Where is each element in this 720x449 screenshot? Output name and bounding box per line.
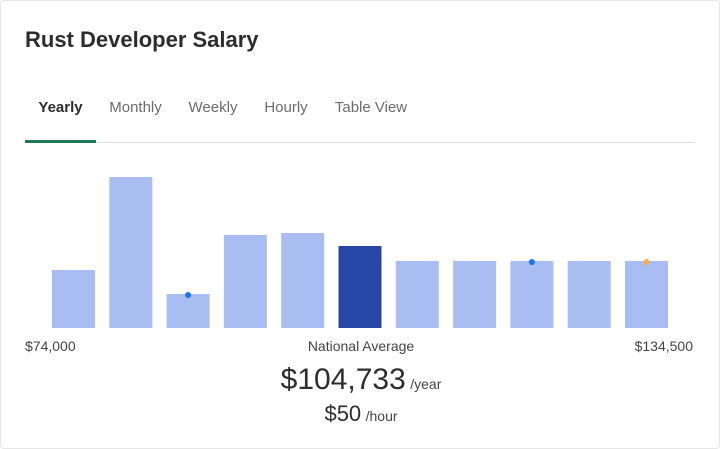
tab-hourly[interactable]: Hourly — [264, 99, 308, 116]
tab-table-view[interactable]: Table View — [334, 99, 408, 116]
tab-yearly[interactable]: Yearly — [25, 89, 96, 143]
national-average-label: National Average — [307, 338, 415, 354]
tab-weekly[interactable]: Weekly — [188, 99, 238, 116]
hourly-unit: /hour — [365, 408, 398, 424]
salary-histogram — [52, 177, 668, 328]
marker-dot-icon — [185, 292, 192, 298]
histogram-bar[interactable] — [281, 233, 325, 328]
yearly-amount: $104,733 — [280, 363, 406, 396]
histogram-bar[interactable] — [52, 270, 95, 328]
histogram-bar[interactable] — [223, 235, 267, 328]
histogram-bar[interactable] — [109, 177, 153, 328]
marker-dot-icon — [528, 259, 535, 265]
hourly-amount: $50 — [324, 401, 362, 426]
yearly-salary: $104,733 /year — [1, 363, 720, 397]
histogram-bar[interactable] — [510, 261, 554, 328]
histogram-bar[interactable] — [625, 261, 668, 328]
hourly-salary: $50 /hour — [1, 401, 720, 427]
histogram-bar[interactable] — [395, 261, 439, 328]
x-min-label: $74,000 — [25, 338, 76, 354]
yearly-unit: /year — [410, 376, 442, 392]
histogram-bar[interactable] — [166, 294, 210, 328]
histogram-bar[interactable] — [453, 261, 497, 328]
tab-monthly[interactable]: Monthly — [109, 99, 162, 116]
histogram-bar-national-average[interactable] — [338, 246, 382, 328]
x-max-label: $134,500 — [634, 338, 693, 354]
period-tabs: Yearly Monthly Weekly Hourly Table View — [25, 89, 695, 143]
page-title: Rust Developer Salary — [25, 27, 259, 52]
histogram-bar[interactable] — [567, 261, 611, 328]
marker-dot-icon — [643, 259, 650, 265]
